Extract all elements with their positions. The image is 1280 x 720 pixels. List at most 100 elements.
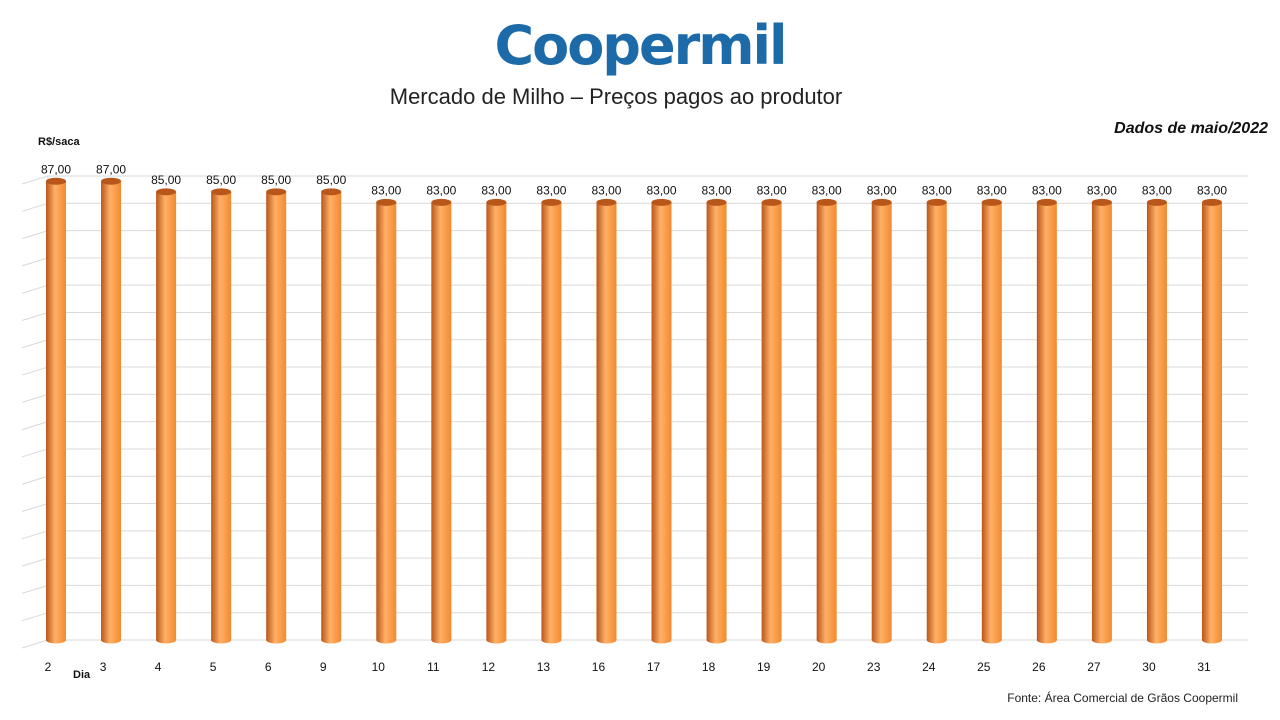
data-label: 83,00 [812, 183, 842, 197]
bar-base [706, 636, 727, 644]
bar-base [1091, 636, 1112, 644]
bar-12 [486, 198, 507, 644]
bar-base [266, 636, 287, 644]
bar-base [486, 636, 507, 644]
data-label: 83,00 [867, 183, 897, 197]
gridline-side [21, 557, 49, 567]
bar-body [1202, 202, 1222, 640]
x-tick-label: 5 [210, 660, 217, 674]
bar-top [926, 198, 947, 206]
x-tick-label: 6 [265, 660, 272, 674]
x-tick-label: 20 [812, 660, 826, 674]
bar-base [651, 636, 672, 644]
data-label: 83,00 [591, 183, 621, 197]
bar-9 [321, 188, 342, 644]
gridline-side [21, 366, 49, 376]
x-tick-label: 25 [977, 660, 991, 674]
bar-31 [1202, 198, 1222, 644]
bar-base [101, 636, 122, 644]
bar-top [981, 198, 1002, 206]
grid [21, 175, 1248, 649]
gridline-side [21, 339, 49, 349]
x-tick-label: 30 [1142, 660, 1156, 674]
bar-base [46, 636, 66, 644]
bar-16 [596, 198, 617, 644]
bar-body [1146, 202, 1167, 640]
data-label: 83,00 [702, 183, 732, 197]
bar-body [486, 202, 507, 640]
bar-20 [816, 198, 837, 644]
bar-11 [431, 198, 452, 644]
bar-body [541, 202, 562, 640]
bar-body [816, 202, 837, 640]
gridline-side [21, 230, 49, 240]
bar-top [1036, 198, 1057, 206]
gridline-side [21, 421, 49, 431]
gridline-side [21, 393, 49, 403]
data-label: 83,00 [1197, 183, 1227, 197]
gridline-side [21, 284, 49, 294]
bar-base [541, 636, 562, 644]
bar-top [46, 177, 66, 185]
x-axis-label: Dia [73, 669, 91, 681]
bar-top [706, 198, 727, 206]
bar-top [486, 198, 507, 206]
data-label: 85,00 [151, 173, 181, 187]
bar-3 [101, 177, 122, 644]
bar-top [211, 188, 232, 196]
bar-base [1202, 636, 1222, 644]
bar-body [871, 202, 892, 640]
bar-top [1091, 198, 1112, 206]
data-label: 83,00 [536, 183, 566, 197]
bar-25 [981, 198, 1002, 644]
bar-body [46, 181, 66, 641]
bar-body [651, 202, 672, 640]
bar-top [376, 198, 397, 206]
bar-top [266, 188, 287, 196]
bar-body [1091, 202, 1112, 640]
data-label: 83,00 [977, 183, 1007, 197]
bar-body [926, 202, 947, 640]
data-label: 83,00 [1142, 183, 1172, 197]
bar-30 [1146, 198, 1167, 644]
bar-body [321, 191, 342, 640]
data-label: 83,00 [922, 183, 952, 197]
data-label: 83,00 [1087, 183, 1117, 197]
x-ticks: 2 3 4 5 6 9 10 11 12 13 16 17 18 19 20 23 24 25 26 27 30 31 [45, 660, 1211, 674]
data-label: 87,00 [41, 162, 71, 176]
bar-body [761, 202, 782, 640]
data-label: 83,00 [426, 183, 456, 197]
bar-base [431, 636, 452, 644]
bar-18 [706, 198, 727, 644]
bar-top [871, 198, 892, 206]
x-tick-label: 9 [320, 660, 327, 674]
bar-2 [46, 177, 66, 644]
bar-base [156, 636, 177, 644]
bar-top [596, 198, 617, 206]
data-label: 87,00 [96, 162, 126, 176]
bar-13 [541, 198, 562, 644]
bar-body [156, 191, 177, 640]
gridline-side [21, 503, 49, 513]
bar-top [1146, 198, 1167, 206]
x-tick-label: 18 [702, 660, 716, 674]
gridline-side [21, 584, 49, 594]
bar-base [761, 636, 782, 644]
bar-body [981, 202, 1002, 640]
bar-body [596, 202, 617, 640]
x-tick-label: 10 [372, 660, 386, 674]
data-label: 85,00 [316, 173, 346, 187]
bar-body [211, 191, 232, 640]
x-tick-label: 13 [537, 660, 551, 674]
gridline-side [21, 311, 49, 321]
x-tick-label: 26 [1032, 660, 1046, 674]
y-axis-label: R$/saca [38, 136, 80, 148]
bar-4 [156, 188, 177, 644]
data-label: 85,00 [206, 173, 236, 187]
x-tick-label: 2 [45, 660, 52, 674]
bar-top [651, 198, 672, 206]
bar-body [101, 181, 122, 641]
gridline-side [21, 202, 49, 212]
data-label: 83,00 [481, 183, 511, 197]
